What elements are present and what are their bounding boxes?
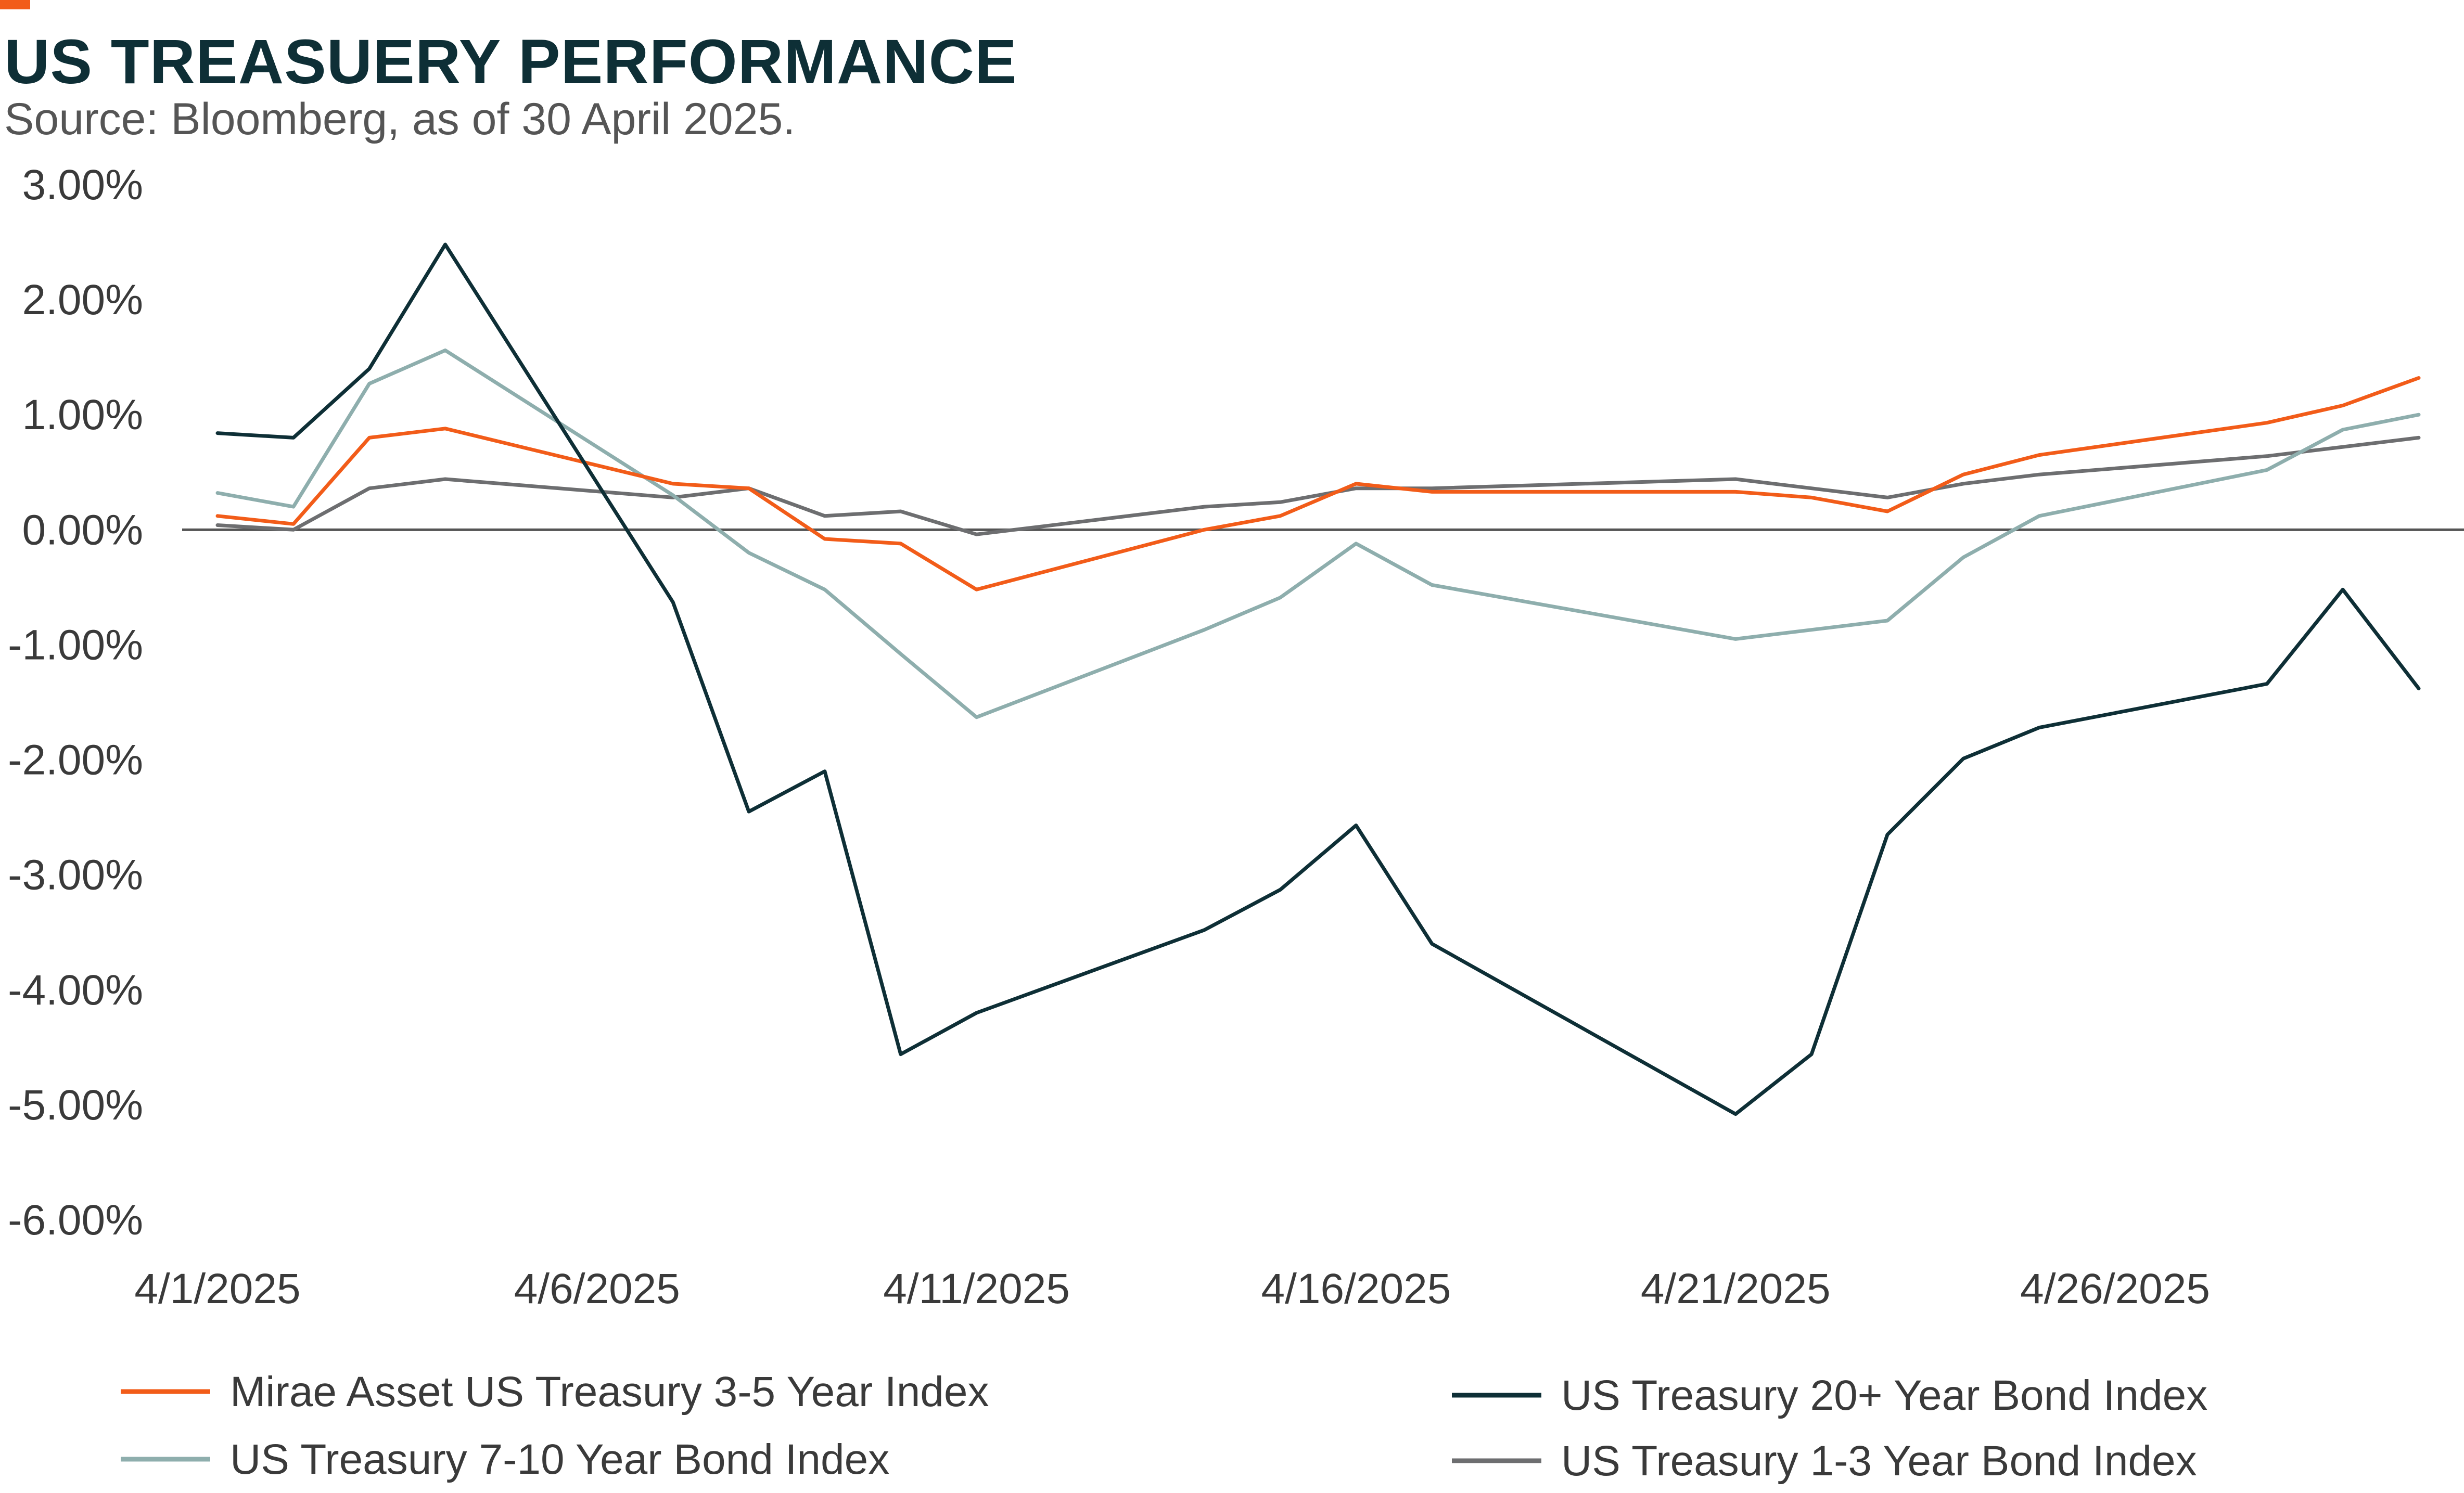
legend: Mirae Asset US Treasury 3-5 Year Index US… xyxy=(121,1368,2207,1485)
y-tick-label: -2.00% xyxy=(8,737,143,784)
legend-label: US Treasury 7-10 Year Bond Index xyxy=(230,1436,889,1483)
legend-label: US Treasury 20+ Year Bond Index xyxy=(1561,1372,2207,1419)
chart-title: US TREASUERY PERFORMANCE xyxy=(4,26,1017,97)
series-line xyxy=(215,348,2421,719)
series-line xyxy=(215,242,2421,1116)
series-lines xyxy=(215,242,2421,1116)
x-tick-label: 4/1/2025 xyxy=(134,1265,300,1312)
y-tick-label: -3.00% xyxy=(8,852,143,899)
legend-item: US Treasury 7-10 Year Bond Index xyxy=(121,1436,889,1483)
y-axis-tick-labels: 3.00% 2.00% 1.00% 0.00% -1.00% -2.00% -3.00% -4… xyxy=(8,161,143,1244)
legend-item: Mirae Asset US Treasury 3-5 Year Index xyxy=(121,1368,989,1415)
x-axis-tick-labels: 4/1/2025 4/6/2025 4/11/2025 4/16/2025 4/21/2… xyxy=(134,1265,2210,1312)
x-tick-label: 4/6/2025 xyxy=(514,1265,680,1312)
x-tick-label: 4/16/2025 xyxy=(1261,1265,1451,1312)
chart-subtitle: Source: Bloomberg, as of 30 April 2025. xyxy=(4,94,796,144)
legend-label: Mirae Asset US Treasury 3-5 Year Index xyxy=(230,1368,989,1415)
x-tick-label: 4/26/2025 xyxy=(2020,1265,2210,1312)
x-tick-label: 4/11/2025 xyxy=(883,1265,1070,1312)
x-tick-label: 4/21/2025 xyxy=(1641,1265,1831,1312)
title-accent-bar xyxy=(0,0,30,9)
y-tick-label: 2.00% xyxy=(22,276,143,324)
y-tick-label: -6.00% xyxy=(8,1196,143,1244)
y-tick-label: 0.00% xyxy=(22,506,143,554)
y-tick-label: -5.00% xyxy=(8,1082,143,1129)
series-line xyxy=(215,376,2421,591)
legend-item: US Treasury 1-3 Year Bond Index xyxy=(1452,1437,2197,1485)
legend-item: US Treasury 20+ Year Bond Index xyxy=(1452,1372,2207,1419)
y-tick-label: -4.00% xyxy=(8,967,143,1014)
y-tick-label: 3.00% xyxy=(22,161,143,209)
y-tick-label: -1.00% xyxy=(8,621,143,668)
y-tick-label: 1.00% xyxy=(22,391,143,439)
legend-label: US Treasury 1-3 Year Bond Index xyxy=(1561,1437,2197,1485)
series-line xyxy=(215,435,2421,536)
